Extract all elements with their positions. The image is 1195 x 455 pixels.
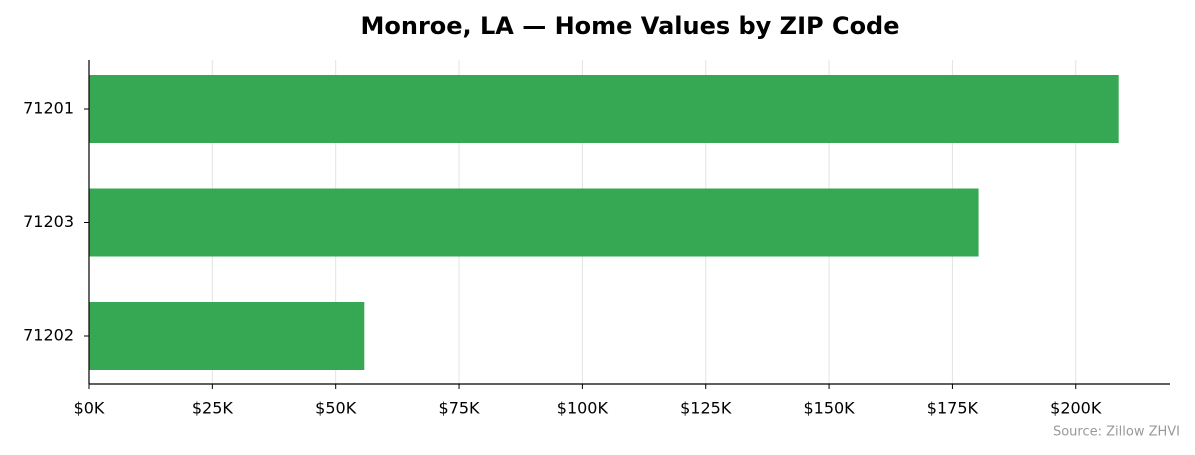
y-tick-label: 71202 (23, 326, 74, 345)
source-note: Source: Zillow ZHVI (1053, 425, 1180, 440)
x-tick-label: $75K (439, 399, 481, 418)
x-tick-label: $150K (803, 399, 855, 418)
x-tick-label: $50K (315, 399, 357, 418)
y-tick-label: 71203 (23, 212, 74, 231)
x-tick-label: $25K (192, 399, 234, 418)
y-tick-label: 71201 (23, 99, 74, 118)
x-tick-label: $175K (927, 399, 979, 418)
chart-title: Monroe, LA — Home Values by ZIP Code (360, 12, 899, 40)
x-tick-label: $200K (1050, 399, 1102, 418)
x-tick-label: $125K (680, 399, 732, 418)
x-tick-label: $0K (74, 399, 105, 418)
x-tick-label: $100K (557, 399, 609, 418)
bar (89, 188, 979, 257)
bar (89, 75, 1119, 143)
bar (89, 302, 365, 370)
